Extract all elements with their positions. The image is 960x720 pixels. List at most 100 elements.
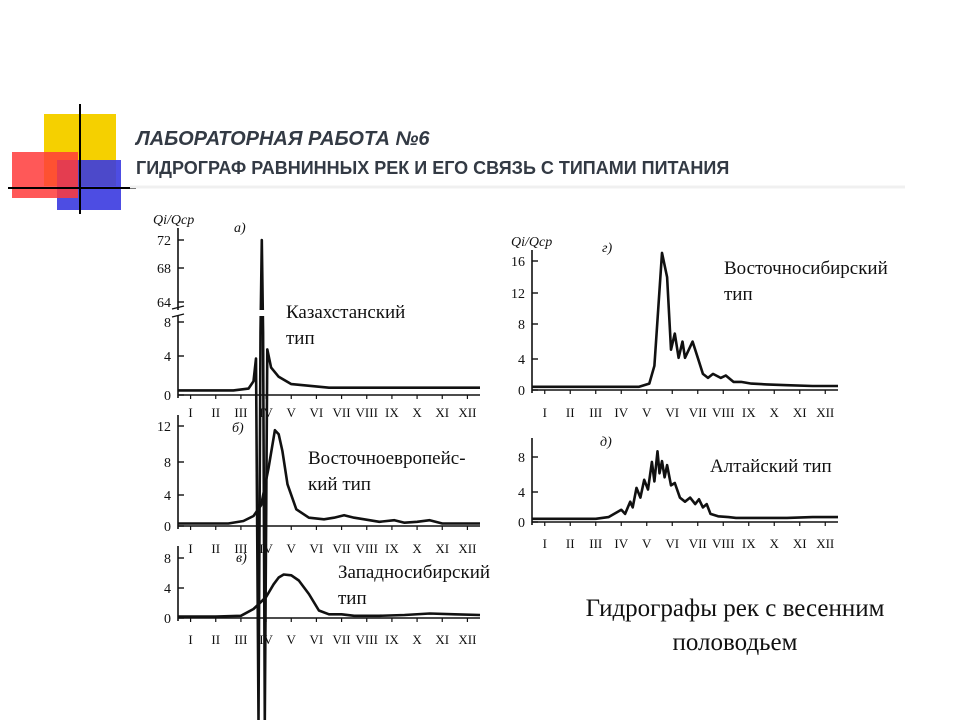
caption: Гидрографы рек с весенним половодьем [530,592,940,660]
x-tick-label: III [589,536,602,551]
x-tick-label: IV [614,405,628,420]
x-tick-label: VIII [712,405,734,420]
x-tick-label: VII [333,405,351,420]
y-axis-break-mark [171,305,185,310]
x-tick-label: IX [742,536,756,551]
y-tick-label: 4 [164,489,171,504]
panel-letter: а) [234,221,246,236]
x-tick-label: V [287,541,297,556]
hydrograph-series-line [532,251,838,389]
x-tick-label: III [234,632,247,647]
label-altai-type: Алтайский тип [710,456,832,477]
y-tick-label: 12 [511,287,525,302]
y-tick-label: 8 [164,456,171,471]
slide-title-line2: ГИДРОГРАФ РАВНИННЫХ РЕК И ЕГО СВЯЗЬ С ТИ… [136,158,730,178]
x-tick-label: IX [385,632,399,647]
x-tick-label: VI [665,536,679,551]
x-tick-label: I [543,536,547,551]
x-tick-label: X [412,541,422,556]
y-tick-label: 4 [164,350,171,365]
panel-letter: б) [232,421,244,436]
x-tick-label: IX [742,405,756,420]
x-tick-label: IV [259,632,273,647]
y-tick-label: 4 [518,353,525,368]
x-tick-label: XII [458,632,476,647]
y-tick-label: 68 [157,262,171,277]
y-tick-label: 0 [518,384,525,399]
x-tick-label: XII [816,536,834,551]
x-tick-label: I [188,405,192,420]
x-tick-label: VIII [356,632,378,647]
x-tick-label: VI [310,632,324,647]
x-tick-label: VI [310,405,324,420]
panel-letter: в) [236,551,247,566]
x-tick-label: V [642,405,652,420]
x-tick-label: XII [458,405,476,420]
panel-letter: д) [600,435,612,450]
y-axis-label: Qi/Qср [153,213,194,228]
x-tick-label: X [770,536,780,551]
y-tick-label: 4 [164,582,171,597]
y-axis-break-mark [171,313,185,318]
label-east-siberian-type: Восточносибирский тип [724,258,888,305]
x-tick-label: VI [665,405,679,420]
caption-line2: половодьем [672,629,798,656]
x-tick-label: I [188,541,192,556]
y-tick-label: 16 [511,255,525,270]
y-tick-label: 0 [164,389,171,404]
x-tick-label: IX [385,541,399,556]
y-tick-label: 0 [164,520,171,535]
x-tick-label: XI [435,405,449,420]
x-tick-label: III [234,541,247,556]
x-tick-label: II [566,405,575,420]
y-tick-label: 12 [157,420,171,435]
caption-line1: Гидрографы рек с весенним [585,595,885,622]
x-tick-label: I [188,632,192,647]
y-tick-label: 0 [164,612,171,627]
x-tick-label: XI [435,541,449,556]
x-tick-label: X [770,405,780,420]
hydrograph-series-line [178,238,480,720]
y-tick-label: 8 [164,316,171,331]
x-tick-label: VIII [356,405,378,420]
slide-title-line1: ЛАБОРАТОРНАЯ РАБОТА №6 [136,128,430,150]
y-tick-label: 72 [157,234,171,249]
y-tick-label: 8 [164,552,171,567]
deco-red-square [12,152,78,198]
y-tick-label: 4 [518,486,525,501]
series-break [258,310,267,316]
y-axis-break [172,310,184,316]
y-axis-label: Qi/Qср [511,235,552,250]
x-tick-label: III [234,405,247,420]
x-tick-label: V [287,632,297,647]
label-east-european-type: Восточноевропейс- кий тип [308,448,466,495]
label-west-siberian-type: Западносибирский тип [338,562,491,609]
x-tick-label: VIII [712,536,734,551]
x-tick-label: V [642,536,652,551]
x-tick-label: X [412,632,422,647]
x-tick-label: XI [793,536,807,551]
panel-letter: г) [602,241,612,256]
label-kazakhstan-type: Казахстанский тип [286,302,406,349]
y-tick-label: 8 [518,451,525,466]
x-tick-label: II [211,405,220,420]
x-tick-label: VII [333,632,351,647]
x-tick-label: I [543,405,547,420]
x-tick-label: XII [816,405,834,420]
x-tick-label: XI [793,405,807,420]
x-tick-label: II [566,536,575,551]
x-tick-label: VII [689,536,707,551]
hydrograph-series-line [178,573,481,618]
x-tick-label: V [287,405,297,420]
x-tick-label: VI [310,541,324,556]
x-tick-label: VIII [356,541,378,556]
y-tick-label: 0 [518,516,525,531]
x-tick-label: II [211,632,220,647]
